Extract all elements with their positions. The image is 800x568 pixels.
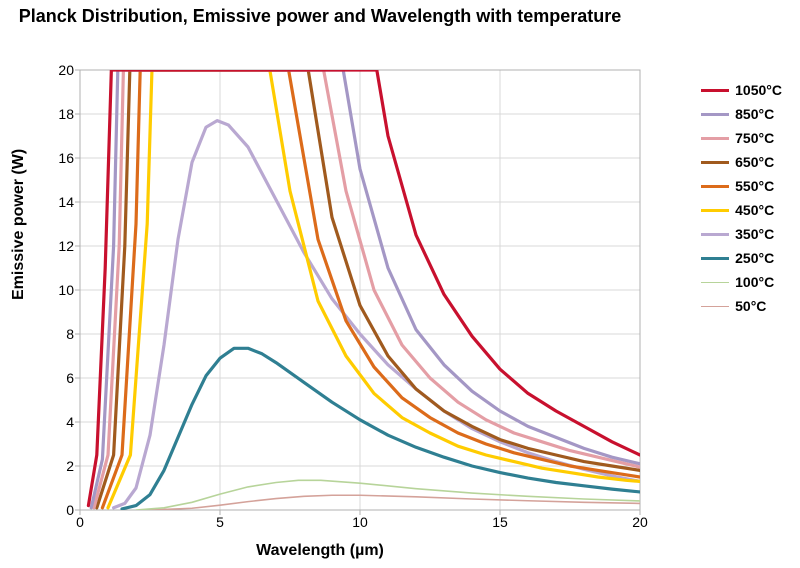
legend-label: 350°C (735, 226, 774, 242)
y-tick-label: 6 (34, 370, 74, 386)
legend-entry: 100°C (701, 274, 782, 290)
x-tick-label: 5 (216, 514, 224, 530)
legend-label: 550°C (735, 178, 774, 194)
legend-entry: 750°C (701, 130, 782, 146)
legend-swatch (701, 185, 729, 188)
legend-entry: 650°C (701, 154, 782, 170)
y-tick-label: 10 (34, 282, 74, 298)
legend-swatch (701, 89, 729, 92)
legend-label: 850°C (735, 106, 774, 122)
legend-swatch (701, 257, 729, 260)
series-line (97, 70, 640, 508)
series-line (102, 70, 640, 508)
legend-entry: 50°C (701, 298, 782, 314)
planck-chart: Planck Distribution, Emissive power and … (0, 0, 800, 568)
legend-label: 450°C (735, 202, 774, 218)
legend-label: 100°C (735, 274, 774, 290)
legend-entry: 350°C (701, 226, 782, 242)
x-axis-label: Wavelength (µm) (0, 542, 640, 560)
legend-entry: 850°C (701, 106, 782, 122)
legend-swatch (701, 209, 729, 212)
legend-entry: 1050°C (701, 82, 782, 98)
plot-area: 02468101214161820 05101520 (80, 70, 640, 510)
legend: 1050°C 850°C 750°C 650°C 550°C 450°C 350°C 250°… (701, 82, 782, 322)
y-tick-label: 0 (34, 502, 74, 518)
y-tick-label: 18 (34, 106, 74, 122)
legend-swatch (701, 113, 729, 116)
x-tick-label: 10 (352, 514, 368, 530)
legend-swatch (701, 282, 729, 283)
x-tick-label: 0 (76, 514, 84, 530)
legend-swatch (701, 233, 729, 236)
legend-entry: 450°C (701, 202, 782, 218)
y-tick-label: 8 (34, 326, 74, 342)
legend-entry: 250°C (701, 250, 782, 266)
legend-label: 250°C (735, 250, 774, 266)
legend-entry: 550°C (701, 178, 782, 194)
legend-swatch (701, 306, 729, 307)
y-tick-label: 14 (34, 194, 74, 210)
legend-label: 650°C (735, 154, 774, 170)
plot-svg (80, 70, 640, 510)
y-tick-label: 20 (34, 62, 74, 78)
y-axis-label: Emissive power (W) (10, 149, 28, 300)
series-line (114, 121, 640, 508)
y-tick-label: 12 (34, 238, 74, 254)
series-line (91, 70, 640, 508)
y-tick-label: 2 (34, 458, 74, 474)
x-tick-label: 15 (492, 514, 508, 530)
legend-swatch (701, 161, 729, 164)
x-tick-label: 20 (632, 514, 648, 530)
legend-swatch (701, 137, 729, 140)
legend-label: 1050°C (735, 82, 782, 98)
legend-label: 50°C (735, 298, 766, 314)
y-tick-label: 4 (34, 414, 74, 430)
y-tick-label: 16 (34, 150, 74, 166)
chart-title: Planck Distribution, Emissive power and … (0, 6, 640, 28)
legend-label: 750°C (735, 130, 774, 146)
